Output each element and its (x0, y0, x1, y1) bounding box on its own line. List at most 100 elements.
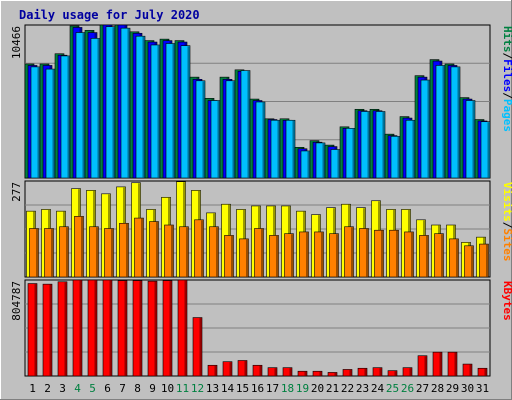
x-tick-label-day-21: 21 (326, 382, 339, 395)
kbytes-bar-shade-kbytes-day-20 (319, 371, 322, 376)
x-tick-label-day-3: 3 (59, 382, 66, 395)
kbytes-bar-kbytes-day-7 (117, 280, 128, 377)
kbytes-bar-shade-kbytes-day-16 (259, 365, 262, 376)
visits-bar-sites-day-3 (59, 226, 69, 278)
kbytes-bar-shade-kbytes-day-31 (484, 368, 487, 376)
x-tick-label-day-10: 10 (161, 382, 174, 395)
visits-bar-sites-day-25 (389, 229, 399, 278)
x-tick-label-day-5: 5 (89, 382, 96, 395)
x-tick-label-day-23: 23 (356, 382, 369, 395)
usage-bar-shade-pages-day-1 (37, 67, 40, 178)
kbytes-bar-shade-kbytes-day-24 (379, 368, 382, 376)
visits-bar-shade-sites-day-28 (441, 234, 443, 277)
kbytes-bar-kbytes-day-10 (162, 280, 173, 377)
usage-ymax-label: 10466 (10, 26, 23, 59)
usage-bar-pages-day-31 (480, 121, 491, 179)
kbytes-bar-shade-kbytes-day-14 (229, 362, 232, 376)
kbytes-bar-shade-kbytes-day-4 (79, 280, 82, 376)
kbytes-bar-kbytes-day-31 (477, 367, 488, 377)
kbytes-bar-kbytes-day-21 (327, 372, 338, 377)
kbytes-bar-shade-kbytes-day-10 (169, 281, 172, 376)
kbytes-bar-shade-kbytes-day-1 (34, 284, 37, 376)
kbytes-bar-kbytes-day-12 (192, 317, 203, 377)
visits-bar-shade-sites-day-11 (186, 227, 188, 277)
kbytes-bar-shade-kbytes-day-29 (454, 352, 457, 376)
visits-bar-sites-day-10 (164, 224, 174, 278)
kbytes-bar-kbytes-day-14 (222, 361, 233, 377)
visits-bar-shade-sites-day-15 (246, 239, 248, 277)
usage-bar-shade-pages-day-21 (337, 149, 340, 178)
kbytes-bar-kbytes-day-15 (237, 360, 248, 377)
kbytes-bar-kbytes-day-26 (402, 367, 413, 377)
kbytes-bar-kbytes-day-11 (177, 279, 188, 377)
kbytes-bar-kbytes-day-9 (147, 280, 158, 377)
usage-bar-shade-pages-day-24 (382, 111, 385, 178)
visits-bar-sites-day-19 (299, 231, 309, 278)
kbytes-bar-kbytes-day-8 (132, 280, 143, 377)
visits-bar-sites-day-4 (74, 216, 84, 278)
kbytes-bar-shade-kbytes-day-5 (94, 280, 97, 376)
visits-bar-shade-sites-day-4 (81, 216, 83, 277)
usage-bar-shade-pages-day-3 (67, 56, 70, 178)
kbytes-bar-shade-kbytes-day-11 (184, 280, 187, 376)
kbytes-bar-shade-kbytes-day-9 (154, 281, 157, 376)
kbytes-bar-kbytes-day-16 (252, 364, 263, 377)
usage-bar-shade-pages-day-7 (127, 28, 130, 178)
visits-bar-shade-sites-day-18 (291, 234, 293, 277)
x-tick-label-day-14: 14 (221, 382, 235, 395)
kbytes-bar-kbytes-day-27 (417, 355, 428, 377)
visits-ymax-label: 277 (10, 182, 23, 202)
visits-bar-sites-day-1 (29, 228, 39, 278)
visits-bar-shade-sites-day-16 (261, 228, 263, 277)
kbytes-legend: KBytes (501, 281, 512, 321)
x-tick-label-day-24: 24 (371, 382, 385, 395)
kbytes-bar-kbytes-day-5 (87, 279, 98, 377)
visits-bar-sites-day-27 (419, 235, 429, 278)
usage-bar-shade-pages-day-4 (82, 33, 85, 178)
kbytes-bar-shade-kbytes-day-18 (289, 368, 292, 376)
usage-bar-shade-pages-day-20 (322, 143, 325, 178)
visits-bar-shade-sites-day-1 (36, 228, 38, 277)
kbytes-bar-kbytes-day-6 (102, 279, 113, 377)
visits-bar-sites-day-11 (179, 226, 189, 278)
x-tick-label-day-29: 29 (446, 382, 459, 395)
visits-bar-shade-sites-day-19 (306, 232, 308, 277)
usage-bar-shade-pages-day-17 (277, 120, 280, 178)
kbytes-bar-shade-kbytes-day-3 (64, 282, 67, 376)
kbytes-bar-shade-kbytes-day-2 (49, 284, 52, 376)
x-tick-label-day-1: 1 (29, 382, 36, 395)
x-tick-label-day-31: 31 (476, 382, 489, 395)
usage-bar-shade-pages-day-22 (352, 128, 355, 178)
kbytes-bar-shade-kbytes-day-17 (274, 368, 277, 376)
visits-bar-sites-day-24 (374, 229, 384, 278)
visits-bar-shade-sites-day-3 (66, 227, 68, 277)
x-tick-label-day-28: 28 (431, 382, 444, 395)
visits-bar-shade-sites-day-13 (216, 227, 218, 277)
kbytes-bar-shade-kbytes-day-27 (424, 356, 427, 376)
kbytes-panel: 804787 KBytes (10, 279, 512, 377)
kbytes-bar-shade-kbytes-day-25 (394, 371, 397, 376)
x-tick-label-day-6: 6 (104, 382, 111, 395)
visits-bar-sites-day-26 (404, 231, 414, 278)
x-tick-label-day-15: 15 (236, 382, 249, 395)
visits-bar-shade-sites-day-7 (126, 223, 128, 277)
x-tick-label-day-11: 11 (176, 382, 189, 395)
visits-bar-shade-sites-day-31 (486, 244, 488, 277)
visits-bar-sites-day-16 (254, 228, 264, 278)
x-tick-label-day-17: 17 (266, 382, 279, 395)
kbytes-bar-kbytes-day-17 (267, 367, 278, 377)
kbytes-bar-shade-kbytes-day-28 (439, 352, 442, 376)
x-axis: 1 2 3 4 5 6 7 8 9 10 11 12 13 14 15 16 17 18 19 20 21 22 23 24 2… (29, 382, 489, 395)
visits-bar-shade-sites-day-8 (141, 218, 143, 277)
kbytes-bar-shade-kbytes-day-22 (349, 369, 352, 376)
usage-bar-shade-pages-day-29 (457, 67, 460, 178)
kbytes-bar-shade-kbytes-day-30 (469, 364, 472, 376)
visits-legend: Visits/Sites (501, 182, 512, 262)
x-tick-label-day-13: 13 (206, 382, 219, 395)
x-tick-label-day-27: 27 (416, 382, 429, 395)
usage-bar-shade-pages-day-9 (157, 45, 160, 178)
visits-bar-shade-sites-day-26 (411, 232, 413, 277)
legend-pages: Pages (501, 99, 512, 132)
